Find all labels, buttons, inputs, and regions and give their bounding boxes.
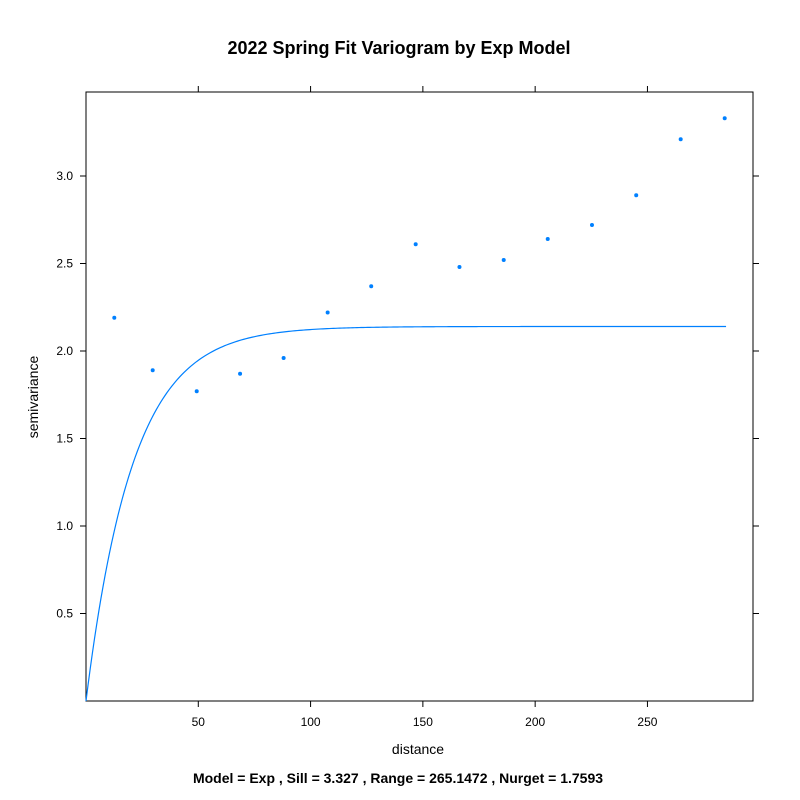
y-tick-label: 2.5: [56, 257, 73, 271]
y-tick-label: 2.0: [56, 344, 73, 358]
semivariance-point: [413, 242, 418, 247]
empirical-points-layer: [112, 116, 727, 394]
plot-frame: [85, 91, 754, 702]
semivariance-point: [678, 137, 683, 142]
chart-title: 2022 Spring Fit Variogram by Exp Model: [227, 38, 570, 58]
x-tick-label: 150: [413, 715, 433, 729]
semivariance-point: [369, 284, 374, 289]
x-tick-label: 200: [525, 715, 545, 729]
model-summary: Model = Exp , Sill = 3.327 , Range = 265…: [193, 770, 603, 786]
semivariance-point: [150, 368, 155, 373]
x-tick-label: 100: [301, 715, 321, 729]
semivariance-point: [281, 356, 286, 360]
x-tick-label: 50: [192, 715, 206, 729]
semivariance-point: [634, 193, 639, 198]
y-tick-label: 1.0: [56, 519, 73, 533]
y-tick-label: 1.5: [56, 432, 73, 446]
semivariance-point: [545, 237, 550, 241]
semivariance-point: [325, 310, 330, 315]
fitted-model-layer: [85, 325, 727, 702]
semivariance-point: [589, 223, 594, 227]
semivariance-point: [722, 116, 727, 121]
y-axis-label: semivariance: [25, 356, 41, 439]
y-tick-label: 3.0: [56, 169, 73, 183]
x-axis-label: distance: [392, 741, 444, 757]
semivariance-point: [457, 265, 462, 269]
semivariance-point: [194, 389, 199, 394]
axis-ticks: 50 100 150 200 250 0.5 1.0 1.5 2.0 2.5 3.0: [56, 86, 759, 729]
semivariance-point: [238, 371, 243, 376]
x-tick-label: 250: [637, 715, 657, 729]
semivariance-point: [112, 315, 117, 320]
semivariance-point: [501, 258, 506, 262]
fitted-model-line: [85, 325, 727, 702]
y-tick-label: 0.5: [56, 607, 73, 621]
